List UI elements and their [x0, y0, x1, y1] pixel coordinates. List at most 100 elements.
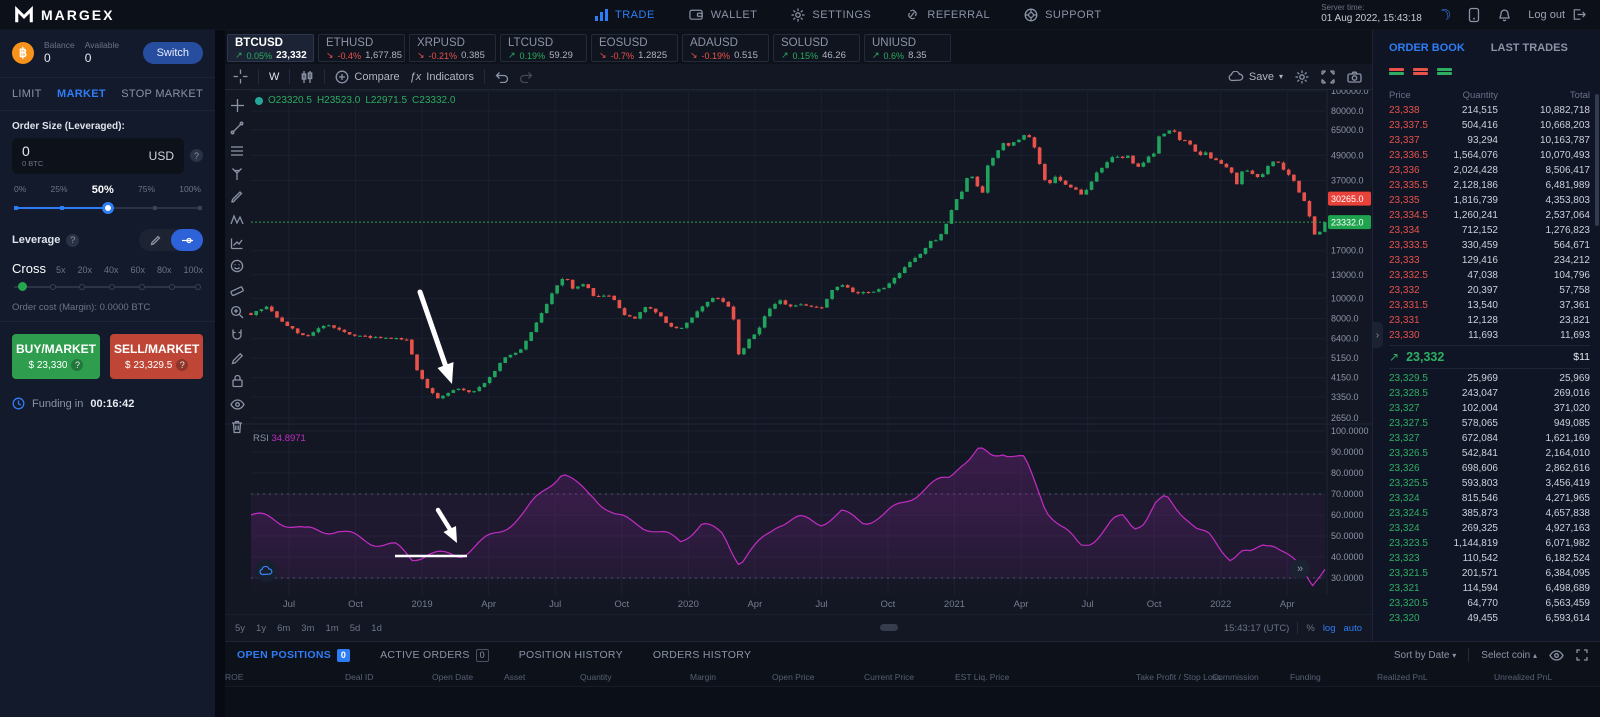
chart-hscroll-thumb[interactable]: [880, 624, 898, 631]
expand-panel-icon[interactable]: [1576, 649, 1588, 661]
time-axis[interactable]: Jul Oct 2019 Apr Jul Oct 2020 Apr Jul Oct 2021 Apr J…: [225, 595, 1372, 615]
range-3m[interactable]: 3m: [301, 622, 315, 634]
scale-percent-button[interactable]: %: [1306, 622, 1315, 634]
pct-50-current[interactable]: 50%: [91, 184, 114, 197]
percent-slider-thumb[interactable]: [101, 202, 114, 215]
tab-market[interactable]: MARKET: [57, 87, 106, 100]
leverage-slider-icon[interactable]: [171, 229, 203, 252]
nav-trade[interactable]: TRADE: [595, 8, 655, 21]
forecast-icon[interactable]: [226, 232, 248, 254]
chart-clock[interactable]: 15:43:17 (UTC): [1223, 622, 1290, 634]
hide-all-eye-icon[interactable]: [226, 393, 248, 415]
leverage-help-icon[interactable]: ?: [66, 233, 80, 247]
ask-row[interactable]: 23,333.5 330,459 564,671: [1389, 238, 1590, 253]
ask-row[interactable]: 23,331 12,128 23,821: [1389, 313, 1590, 328]
bid-row[interactable]: 23,326.5 542,841 2,164,010: [1389, 446, 1590, 461]
symbol-tab[interactable]: XRPUSD ↘ -0.21% 0.385: [409, 34, 496, 62]
bell-icon[interactable]: [1497, 7, 1512, 22]
cursor-crosshair-icon[interactable]: [226, 94, 248, 116]
bid-row[interactable]: 23,324 269,325 4,927,163: [1389, 521, 1590, 536]
edit-pencil-icon[interactable]: [226, 347, 248, 369]
indicators-button[interactable]: ƒx Indicators: [410, 71, 474, 83]
xabcd-pattern-icon[interactable]: [226, 209, 248, 231]
nav-referral[interactable]: REFERRAL: [905, 8, 990, 21]
logout-button[interactable]: Log out: [1528, 8, 1586, 21]
tab-limit[interactable]: LIMIT: [12, 87, 42, 100]
sell-help-icon[interactable]: ?: [176, 359, 189, 372]
margin-mode[interactable]: Cross: [12, 261, 46, 277]
ask-row[interactable]: 23,336 2,024,428 8,506,417: [1389, 163, 1590, 178]
bid-row[interactable]: 23,328.5 243,047 269,016: [1389, 386, 1590, 401]
tab-order-book[interactable]: ORDER BOOK: [1389, 42, 1465, 54]
bid-row[interactable]: 23,324.5 385,873 4,657,838: [1389, 506, 1590, 521]
lock-all-icon[interactable]: [226, 370, 248, 392]
mode-both-icon[interactable]: [1389, 66, 1404, 77]
leverage-mark[interactable]: 60x: [130, 265, 145, 276]
orderbook-scrollbar[interactable]: [1595, 94, 1599, 226]
bid-row[interactable]: 23,323.5 1,144,819 6,071,982: [1389, 536, 1590, 551]
tab-stop-market[interactable]: STOP MARKET: [121, 87, 203, 100]
leverage-mark[interactable]: 5x: [55, 265, 66, 276]
percent-slider[interactable]: [14, 201, 203, 215]
camera-icon[interactable]: [1347, 71, 1362, 83]
range-5d[interactable]: 5d: [349, 622, 361, 634]
pct-100[interactable]: 100%: [179, 184, 201, 195]
brush-icon[interactable]: [226, 186, 248, 208]
magnet-icon[interactable]: [226, 324, 248, 346]
series-toggle-icon[interactable]: [255, 96, 263, 105]
ask-row[interactable]: 23,335 1,816,739 4,353,803: [1389, 193, 1590, 208]
leverage-mode-toggle[interactable]: [139, 229, 203, 252]
order-size-currency[interactable]: USD: [148, 148, 174, 163]
range-1m[interactable]: 1m: [325, 622, 339, 634]
pitchfork-icon[interactable]: [226, 163, 248, 185]
chart-style-icon[interactable]: [300, 70, 314, 84]
ask-row[interactable]: 23,332.5 47,038 104,796: [1389, 268, 1590, 283]
bid-row[interactable]: 23,320 49,455 6,593,614: [1389, 611, 1590, 626]
save-button[interactable]: Save ▾: [1228, 71, 1283, 83]
order-size-input[interactable]: 0 0 BTC USD: [12, 137, 184, 175]
nav-settings[interactable]: SETTINGS: [791, 8, 871, 22]
orderbook-collapse-icon[interactable]: ›: [1373, 322, 1383, 348]
remove-all-trash-icon[interactable]: [226, 416, 248, 438]
tab-active-orders[interactable]: ACTIVE ORDERS 0: [380, 648, 489, 662]
symbol-tab[interactable]: BTCUSD ↗ 0.05% 23,332: [227, 34, 314, 62]
bid-row[interactable]: 23,327 672,084 1,621,169: [1389, 431, 1590, 446]
emoji-icon[interactable]: [226, 255, 248, 277]
ask-row[interactable]: 23,333 129,416 234,212: [1389, 253, 1590, 268]
crosshair-tool-icon[interactable]: [233, 69, 248, 84]
ask-row[interactable]: 23,334.5 1,260,241 2,537,064: [1389, 208, 1590, 223]
bid-row[interactable]: 23,321 114,594 6,498,689: [1389, 581, 1590, 596]
ask-row[interactable]: 23,337.5 504,416 10,668,203: [1389, 118, 1590, 133]
bid-row[interactable]: 23,320.5 64,770 6,563,459: [1389, 596, 1590, 611]
chart-body[interactable]: 100000.0 80000.0 65000.0 49000.0 37000.0 1700…: [225, 90, 1372, 595]
bid-row[interactable]: 23,325.5 593,803 3,456,419: [1389, 476, 1590, 491]
range-5y[interactable]: 5y: [235, 622, 246, 634]
symbol-tab[interactable]: UNIUSD ↗ 0.6% 8.35: [864, 34, 951, 62]
bid-row[interactable]: 23,326 698,606 2,862,616: [1389, 461, 1590, 476]
range-6m[interactable]: 6m: [277, 622, 291, 634]
last-price-row[interactable]: ↗ 23,332 $11: [1389, 345, 1590, 369]
bid-row[interactable]: 23,329.5 25,969 25,969: [1389, 371, 1590, 386]
tab-position-history[interactable]: POSITION HISTORY: [519, 649, 623, 661]
leverage-mark[interactable]: 80x: [156, 265, 172, 276]
ask-row[interactable]: 23,337 93,294 10,163,787: [1389, 133, 1590, 148]
chart-settings-gear-icon[interactable]: [1295, 70, 1309, 84]
measure-icon[interactable]: [226, 278, 248, 300]
bid-row[interactable]: 23,327 102,004 371,020: [1389, 401, 1590, 416]
device-icon[interactable]: [1467, 7, 1481, 23]
pct-75[interactable]: 75%: [138, 184, 156, 195]
nav-support[interactable]: SUPPORT: [1024, 8, 1101, 22]
symbol-tab[interactable]: ETHUSD ↘ -0.4% 1,677.85: [318, 34, 405, 62]
range-1d[interactable]: 1d: [371, 622, 382, 634]
pct-25[interactable]: 25%: [50, 184, 68, 195]
buy-help-icon[interactable]: ?: [71, 359, 84, 372]
compare-button[interactable]: Compare: [335, 70, 400, 84]
margex-logo[interactable]: MARGEX: [0, 5, 114, 25]
scale-log-button[interactable]: log: [1322, 622, 1336, 634]
leverage-edit-icon[interactable]: [139, 229, 171, 251]
range-1y[interactable]: 1y: [256, 622, 267, 634]
undo-icon[interactable]: [495, 71, 509, 83]
scale-auto-button[interactable]: auto: [1343, 622, 1363, 634]
platform-badge-icon[interactable]: [255, 560, 277, 582]
bid-row[interactable]: 23,321.5 201,571 6,384,095: [1389, 566, 1590, 581]
